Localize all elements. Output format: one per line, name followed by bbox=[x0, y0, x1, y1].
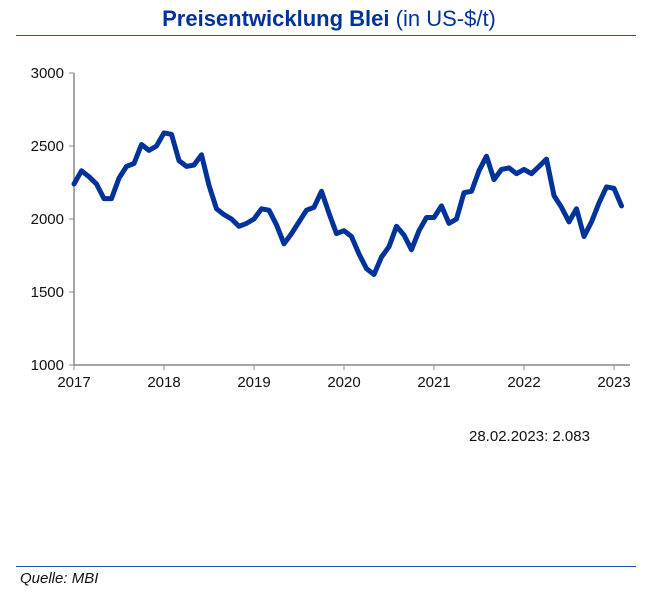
title-rule bbox=[16, 35, 636, 36]
chart-title: Preisentwicklung Blei (in US-$/t) bbox=[0, 6, 658, 32]
y-tick-label: 3000 bbox=[31, 65, 64, 82]
footer-rule bbox=[16, 566, 636, 567]
x-tick-label: 2019 bbox=[237, 374, 270, 391]
title-unit: (in US-$/t) bbox=[395, 6, 496, 31]
title-main: Preisentwicklung Blei bbox=[162, 6, 390, 31]
x-tick-label: 2022 bbox=[507, 374, 540, 391]
x-tick-label: 2020 bbox=[327, 374, 360, 391]
x-tick-label: 2021 bbox=[417, 374, 450, 391]
price-line bbox=[71, 130, 624, 277]
source-note: Quelle: MBI bbox=[20, 570, 99, 587]
y-tick-label: 2000 bbox=[31, 211, 64, 228]
y-tick-label: 2500 bbox=[31, 138, 64, 155]
x-tick-label: 2018 bbox=[147, 374, 180, 391]
x-tick-label: 2017 bbox=[57, 374, 90, 391]
x-tick-label: 2023 bbox=[597, 374, 630, 391]
y-tick-label: 1000 bbox=[31, 357, 64, 374]
y-tick-label: 1500 bbox=[31, 284, 64, 301]
latest-value-annotation: 28.02.2023: 2.083 bbox=[469, 428, 590, 445]
